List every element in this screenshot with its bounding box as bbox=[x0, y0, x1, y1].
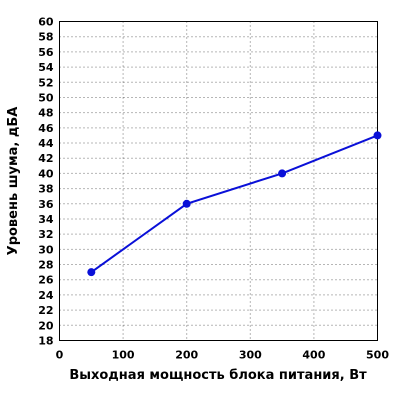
y-tick-label: 30 bbox=[38, 243, 54, 256]
y-tick-label: 52 bbox=[38, 76, 53, 89]
grid-lines bbox=[59, 21, 378, 341]
tick-labels: 18 20 22 24 26 28 30 32 34 36 38 40 42 44 46 48 50 52 54 56… bbox=[38, 16, 389, 362]
y-tick-label: 18 bbox=[38, 335, 53, 348]
series-line bbox=[90, 134, 378, 273]
y-tick-label: 42 bbox=[38, 152, 53, 165]
x-axis-title: Выходная мощность блока питания, Вт bbox=[69, 368, 367, 383]
y-tick-label: 24 bbox=[38, 289, 54, 302]
y-tick-label: 38 bbox=[38, 183, 53, 196]
y-tick-label: 46 bbox=[38, 122, 54, 135]
y-tick-label: 48 bbox=[38, 107, 53, 120]
y-tick-label: 60 bbox=[38, 16, 54, 29]
data-point bbox=[278, 169, 287, 178]
x-tick-label: 100 bbox=[112, 349, 135, 362]
series-group bbox=[87, 131, 382, 277]
y-tick-label: 36 bbox=[38, 198, 54, 211]
y-tick-label: 50 bbox=[38, 91, 54, 104]
y-tick-label: 54 bbox=[38, 61, 54, 74]
y-tick-label: 56 bbox=[38, 46, 54, 59]
y-tick-label: 40 bbox=[38, 167, 54, 180]
x-tick-label: 200 bbox=[175, 349, 198, 362]
data-point bbox=[373, 131, 382, 140]
y-tick-label: 26 bbox=[38, 274, 54, 287]
plot-frame bbox=[59, 21, 378, 341]
y-tick-label: 32 bbox=[38, 228, 53, 241]
y-axis-title: Уровень шума, дБА bbox=[6, 107, 21, 256]
y-tick-label: 34 bbox=[38, 213, 54, 226]
x-tick-label: 0 bbox=[56, 349, 64, 362]
x-tick-label: 300 bbox=[239, 349, 262, 362]
x-tick-label: 500 bbox=[366, 349, 389, 362]
y-tick-label: 20 bbox=[38, 319, 54, 332]
y-tick-label: 58 bbox=[38, 31, 53, 44]
data-point bbox=[182, 199, 191, 208]
y-tick-label: 44 bbox=[38, 137, 54, 150]
y-tick-label: 22 bbox=[38, 304, 53, 317]
y-tick-label: 28 bbox=[38, 259, 53, 272]
x-tick-label: 400 bbox=[302, 349, 325, 362]
data-point bbox=[87, 268, 96, 277]
